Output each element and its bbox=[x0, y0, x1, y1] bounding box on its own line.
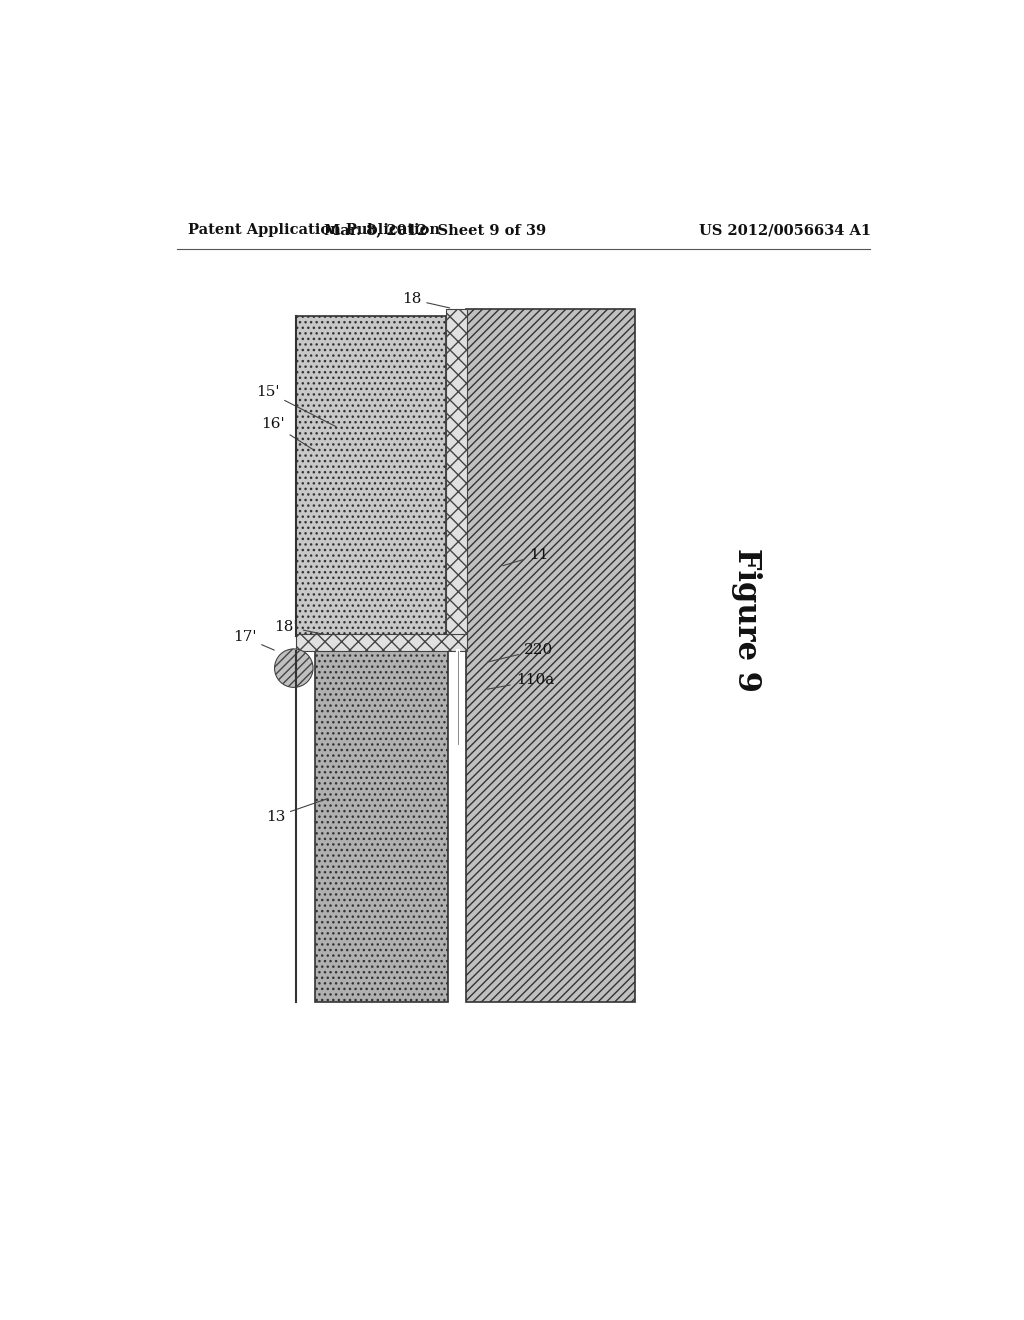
Bar bbox=[466, 309, 635, 1002]
Text: US 2012/0056634 A1: US 2012/0056634 A1 bbox=[699, 223, 871, 238]
Text: 11: 11 bbox=[503, 548, 549, 566]
Text: 220: 220 bbox=[487, 643, 553, 663]
Text: 18': 18' bbox=[274, 619, 328, 635]
Bar bbox=[296, 635, 467, 651]
Text: 17': 17' bbox=[232, 631, 274, 651]
Text: 110a: 110a bbox=[487, 673, 554, 689]
Circle shape bbox=[274, 649, 313, 688]
Bar bbox=[315, 651, 447, 1002]
Text: 15': 15' bbox=[256, 384, 336, 426]
Text: Figure 9: Figure 9 bbox=[731, 549, 762, 692]
Text: Mar. 8, 2012  Sheet 9 of 39: Mar. 8, 2012 Sheet 9 of 39 bbox=[324, 223, 546, 238]
Bar bbox=[446, 309, 467, 647]
Text: Patent Application Publication: Patent Application Publication bbox=[188, 223, 440, 238]
Bar bbox=[296, 317, 446, 636]
Text: 18: 18 bbox=[402, 292, 450, 308]
Text: 16': 16' bbox=[261, 417, 313, 450]
Text: 13: 13 bbox=[265, 799, 328, 824]
